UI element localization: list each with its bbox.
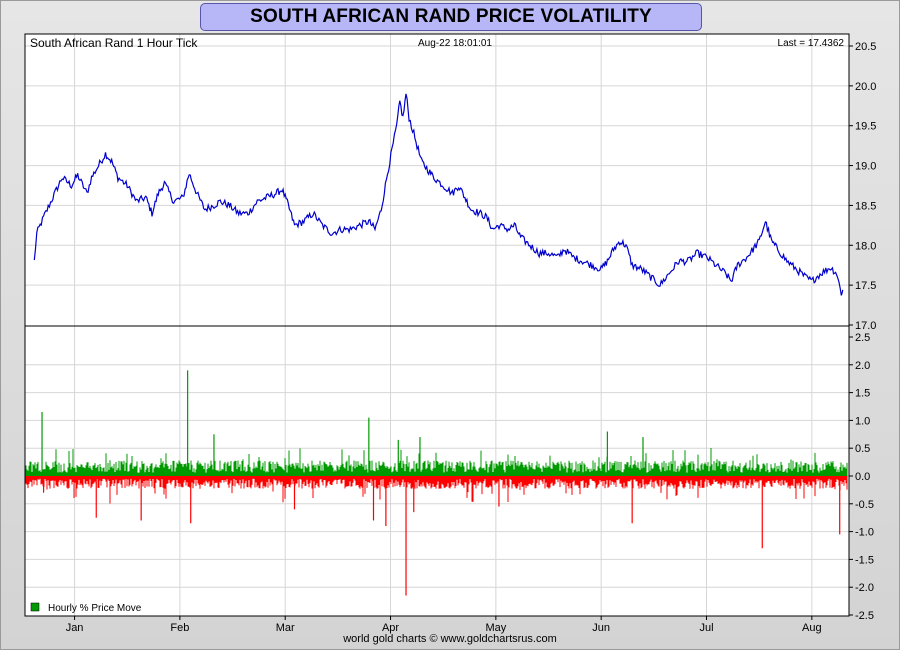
timestamp-label: Aug-22 18:01:01 bbox=[418, 38, 492, 49]
change-tick-label: 0.5 bbox=[855, 443, 870, 455]
change-tick-label: -1.5 bbox=[855, 554, 874, 566]
footer-credit: world gold charts © www.goldchartsrus.co… bbox=[343, 633, 557, 645]
month-label: Aug bbox=[802, 622, 822, 634]
change-tick-label: 2.5 bbox=[855, 332, 870, 344]
price-tick-label: 17.0 bbox=[855, 320, 876, 332]
change-tick-label: 0.0 bbox=[855, 471, 870, 483]
y-axis-ticks: 17.0 17.5 18.0 18.5 19.0 19.5 20.0 20.5 -2.5 -2.0… bbox=[849, 41, 876, 622]
change-tick-label: 1.0 bbox=[855, 415, 870, 427]
x-axis-ticks: Jan Feb Mar Apr May Jun Jul Aug bbox=[66, 616, 822, 634]
last-price-label: Last = 17.4362 bbox=[778, 38, 845, 49]
price-tick-label: 18.5 bbox=[855, 200, 876, 212]
series-label: South African Rand 1 Hour Tick bbox=[30, 36, 198, 50]
change-tick-label: -2.5 bbox=[855, 610, 874, 622]
legend-swatch bbox=[30, 602, 40, 612]
month-label: Apr bbox=[382, 622, 399, 634]
price-tick-label: 20.5 bbox=[855, 41, 876, 53]
plot-background bbox=[25, 34, 849, 616]
price-tick-label: 19.0 bbox=[855, 161, 876, 173]
change-tick-label: -0.5 bbox=[855, 499, 874, 511]
price-line bbox=[33, 93, 844, 296]
month-label: Mar bbox=[276, 622, 295, 634]
month-label: Jul bbox=[699, 622, 713, 634]
change-tick-label: -1.0 bbox=[855, 527, 874, 539]
price-tick-label: 18.0 bbox=[855, 240, 876, 252]
legend-label: Hourly % Price Move bbox=[48, 603, 142, 614]
month-label: May bbox=[485, 622, 506, 634]
month-label: Jan bbox=[66, 622, 84, 634]
price-tick-label: 19.5 bbox=[855, 121, 876, 133]
chart-title: SOUTH AFRICAN RAND PRICE VOLATILITY bbox=[200, 3, 702, 31]
change-tick-label: 2.0 bbox=[855, 360, 870, 372]
month-label: Jun bbox=[592, 622, 610, 634]
price-tick-label: 17.5 bbox=[855, 280, 876, 292]
change-tick-label: 1.5 bbox=[855, 388, 870, 400]
price-tick-label: 20.0 bbox=[855, 81, 876, 93]
hourly-change-bars bbox=[25, 370, 848, 596]
change-tick-label: -2.0 bbox=[855, 582, 874, 594]
month-label: Feb bbox=[170, 622, 189, 634]
